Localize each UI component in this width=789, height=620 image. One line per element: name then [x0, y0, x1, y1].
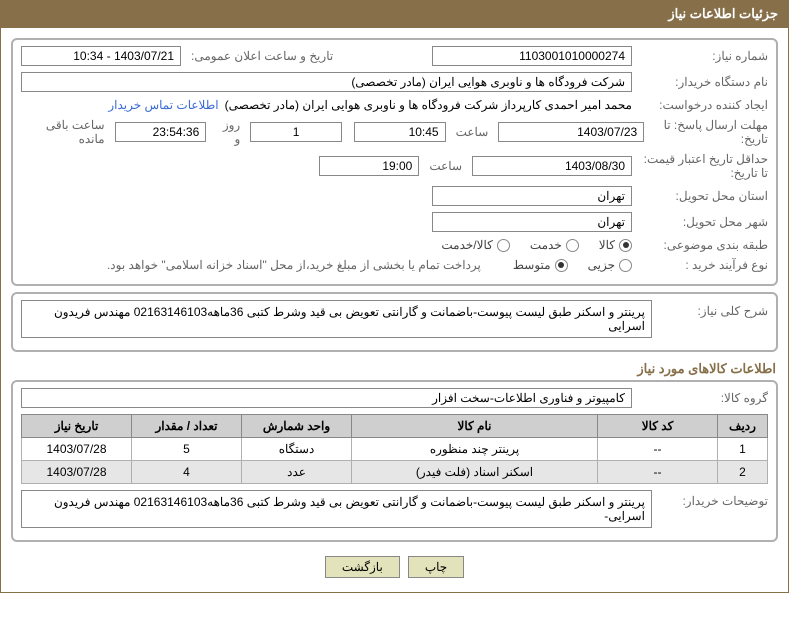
items-section-title: اطلاعات کالاهای مورد نیاز — [11, 358, 778, 380]
request-no-label: شماره نیاز: — [638, 49, 768, 63]
notes-label: توضیحات خریدار: — [658, 490, 768, 508]
city-value: تهران — [432, 212, 632, 232]
time-label1: ساعت — [452, 125, 493, 139]
announce-value: 1403/07/21 - 10:34 — [21, 46, 181, 66]
radio-icon — [497, 239, 510, 252]
time-label2: ساعت — [425, 159, 466, 173]
province-value: تهران — [432, 186, 632, 206]
days-left: 1 — [250, 122, 342, 142]
buytype-group: جزیی متوسط — [513, 258, 632, 272]
group-label: گروه کالا: — [638, 391, 768, 405]
col-unit: واحد شمارش — [242, 415, 352, 438]
items-box: گروه کالا: کامپیوتر و فناوری اطلاعات-سخت… — [11, 380, 778, 542]
radio-icon — [619, 239, 632, 252]
deadline-label: مهلت ارسال پاسخ: تا تاریخ: — [650, 118, 768, 146]
creator-label: ایجاد کننده درخواست: — [638, 98, 768, 112]
back-button[interactable]: بازگشت — [325, 556, 400, 578]
col-date: تاریخ نیاز — [22, 415, 132, 438]
province-label: استان محل تحویل: — [638, 189, 768, 203]
classify-label: طبقه بندی موضوعی: — [638, 238, 768, 252]
col-code: کد کالا — [598, 415, 718, 438]
radio-icon — [555, 259, 568, 272]
general-info-box: شماره نیاز: 1103001010000274 تاریخ و ساع… — [11, 38, 778, 286]
radio-both[interactable]: کالا/خدمت — [441, 238, 509, 252]
description-box: شرح کلی نیاز: پرینتر و اسکنر طبق لیست پی… — [11, 292, 778, 352]
radio-icon — [566, 239, 579, 252]
content: شماره نیاز: 1103001010000274 تاریخ و ساع… — [1, 28, 788, 592]
print-button[interactable]: چاپ — [408, 556, 464, 578]
buy-note: پرداخت تمام یا بخشی از مبلغ خرید،از محل … — [107, 258, 481, 272]
col-qty: تعداد / مقدار — [132, 415, 242, 438]
radio-medium[interactable]: متوسط — [513, 258, 568, 272]
countdown: 23:54:36 — [115, 122, 207, 142]
deadline-time: 10:45 — [354, 122, 446, 142]
radio-small[interactable]: جزیی — [588, 258, 632, 272]
group-value: کامپیوتر و فناوری اطلاعات-سخت افزار — [21, 388, 632, 408]
notes-value: پرینتر و اسکنر طبق لیست پیوست-باضمانت و … — [21, 490, 652, 528]
radio-khedmat[interactable]: خدمت — [530, 238, 579, 252]
table-row: 2 -- اسکنر اسناد (فلت فیدر) عدد 4 1403/0… — [22, 461, 768, 484]
radio-icon — [619, 259, 632, 272]
desc-value: پرینتر و اسکنر طبق لیست پیوست-باضمانت و … — [21, 300, 652, 338]
desc-label: شرح کلی نیاز: — [658, 300, 768, 318]
buyer-label: نام دستگاه خریدار: — [638, 75, 768, 89]
deadline-date: 1403/07/23 — [498, 122, 644, 142]
items-table: ردیف کد کالا نام کالا واحد شمارش تعداد /… — [21, 414, 768, 484]
col-name: نام کالا — [352, 415, 598, 438]
button-row: چاپ بازگشت — [11, 548, 778, 582]
creator-value: محمد امیر احمدی کارپرداز شرکت فرودگاه ها… — [225, 98, 632, 112]
request-no-value: 1103001010000274 — [432, 46, 632, 66]
announce-label: تاریخ و ساعت اعلان عمومی: — [187, 49, 337, 63]
valid-label: حداقل تاریخ اعتبار قیمت: تا تاریخ: — [638, 152, 768, 180]
buytype-label: نوع فرآیند خرید : — [638, 258, 768, 272]
header-title: جزئیات اطلاعات نیاز — [1, 0, 788, 28]
contact-link[interactable]: اطلاعات تماس خریدار — [108, 98, 218, 112]
valid-time: 19:00 — [319, 156, 419, 176]
main-panel: جزئیات اطلاعات نیاز شماره نیاز: 11030010… — [0, 0, 789, 593]
valid-date: 1403/08/30 — [472, 156, 632, 176]
col-row: ردیف — [718, 415, 768, 438]
buyer-value: شرکت فرودگاه ها و ناوبری هوایی ایران (ما… — [21, 72, 632, 92]
remain-label: ساعت باقی مانده — [21, 118, 109, 146]
days-label: روز و — [212, 118, 244, 146]
classify-group: کالا خدمت کالا/خدمت — [441, 238, 632, 252]
city-label: شهر محل تحویل: — [638, 215, 768, 229]
table-row: 1 -- پرینتر چند منظوره دستگاه 5 1403/07/… — [22, 438, 768, 461]
radio-kala[interactable]: کالا — [599, 238, 632, 252]
table-header-row: ردیف کد کالا نام کالا واحد شمارش تعداد /… — [22, 415, 768, 438]
